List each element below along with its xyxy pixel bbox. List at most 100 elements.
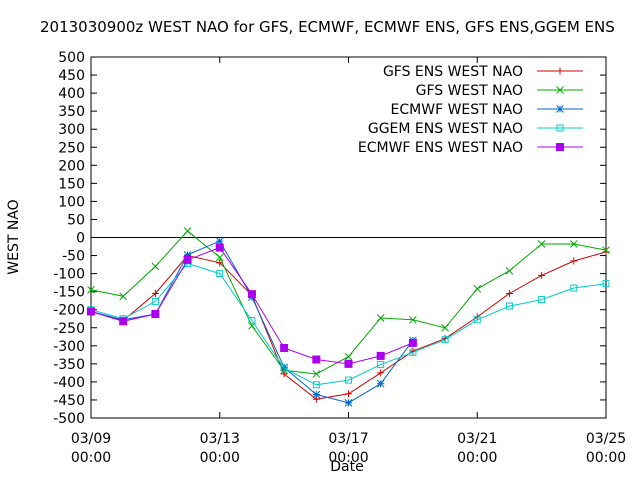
data-point	[538, 296, 546, 304]
legend-marker	[556, 124, 564, 132]
data-point	[569, 240, 578, 248]
data-point	[344, 359, 353, 368]
legend-label: GFS WEST NAO	[416, 83, 523, 99]
axis-ticks: 500450400350300250200150100500-50-100-15…	[53, 50, 626, 466]
y-tick-label: 200	[58, 158, 85, 174]
legend-entry: ECMWF ENS WEST NAO	[358, 140, 583, 156]
data-point	[505, 289, 513, 297]
y-tick-label: 100	[58, 194, 85, 210]
data-point	[473, 316, 481, 324]
legend-entry: GFS ENS WEST NAO	[383, 64, 583, 80]
data-point	[215, 237, 224, 245]
data-point	[602, 246, 610, 254]
x-tick-label-time: 00:00	[586, 450, 626, 466]
legend-label: ECMWF ENS WEST NAO	[358, 140, 523, 156]
data-point	[312, 381, 320, 389]
data-point	[345, 390, 352, 398]
data-point	[312, 370, 321, 378]
data-point	[119, 292, 128, 301]
y-tick-label: 0	[76, 231, 85, 247]
data-point	[280, 364, 288, 372]
data-point	[280, 343, 289, 352]
data-point	[537, 240, 546, 248]
x-tick-label: 03/17	[328, 431, 368, 447]
y-tick-label: -200	[53, 303, 85, 319]
chart-title: 2013030900z WEST NAO for GFS, ECMWF, ECM…	[40, 18, 615, 36]
data-point	[151, 297, 159, 305]
legend: GFS ENS WEST NAO GFS WEST NAO ECMWF WEST N…	[358, 64, 583, 156]
legend-marker	[556, 67, 564, 75]
data-point	[602, 280, 610, 288]
series-2	[87, 227, 610, 378]
data-point	[87, 307, 95, 316]
data-point	[344, 398, 353, 407]
y-tick-label: 500	[58, 50, 85, 66]
data-point	[215, 243, 224, 252]
x-tick-label: 03/25	[586, 431, 626, 447]
x-axis-label: Date	[330, 459, 363, 475]
data-point	[151, 262, 160, 271]
data-point	[215, 253, 224, 262]
x-tick-label: 03/21	[457, 431, 497, 447]
data-point	[409, 315, 417, 324]
data-point	[473, 284, 482, 293]
legend-entry: ECMWF WEST NAO	[391, 102, 583, 118]
data-point	[345, 376, 352, 384]
series-3	[87, 237, 417, 407]
y-tick-label: 50	[67, 212, 85, 228]
data-point	[183, 227, 192, 235]
legend-marker	[556, 143, 564, 151]
x-tick-label-time: 00:00	[71, 450, 111, 466]
data-point	[151, 289, 159, 297]
y-tick-label: -50	[62, 249, 85, 265]
data-point	[151, 310, 160, 319]
y-tick-label: -500	[53, 411, 85, 427]
legend-marker	[556, 105, 564, 113]
data-point	[441, 323, 449, 332]
legend-label: GFS ENS WEST NAO	[383, 64, 523, 80]
y-tick-label: 450	[58, 68, 85, 84]
y-tick-label: 350	[58, 104, 85, 120]
x-tick-label-time: 00:00	[200, 450, 240, 466]
data-point	[376, 379, 385, 388]
data-point	[248, 317, 256, 325]
y-tick-label: -300	[53, 339, 85, 355]
y-tick-label: -350	[53, 357, 85, 373]
y-tick-label: -250	[53, 321, 85, 337]
data-point	[376, 351, 385, 360]
legend-label: GGEM ENS WEST NAO	[368, 121, 523, 137]
legend-entry: GGEM ENS WEST NAO	[368, 121, 583, 137]
y-tick-label: 250	[58, 140, 85, 156]
x-tick-label: 03/09	[71, 431, 111, 447]
data-point	[538, 271, 546, 279]
data-point	[312, 390, 321, 399]
series-line	[90, 246, 414, 365]
data-point	[183, 255, 192, 264]
y-tick-label: 300	[58, 122, 85, 138]
y-tick-label: -400	[53, 375, 85, 391]
data-point	[505, 266, 514, 275]
data-point	[87, 285, 95, 294]
data-point	[505, 302, 513, 310]
x-tick-label: 03/13	[200, 431, 240, 447]
series-4	[87, 259, 610, 389]
y-axis-label: WEST NAO	[6, 199, 22, 274]
data-point	[377, 361, 385, 369]
data-point	[377, 369, 385, 377]
data-point	[119, 317, 128, 326]
series-line	[90, 262, 607, 386]
data-point	[570, 284, 578, 292]
y-tick-label: 150	[58, 176, 85, 192]
data-point	[570, 257, 578, 265]
x-tick-label-time: 00:00	[328, 450, 368, 466]
data-point	[344, 352, 353, 361]
series-layer	[87, 227, 610, 407]
data-point	[312, 355, 321, 364]
y-tick-label: -100	[53, 267, 85, 283]
legend-label: ECMWF WEST NAO	[391, 102, 523, 118]
data-point	[441, 336, 449, 344]
y-tick-label: -150	[53, 285, 85, 301]
legend-entry: GFS WEST NAO	[416, 83, 583, 99]
data-point	[409, 348, 417, 356]
